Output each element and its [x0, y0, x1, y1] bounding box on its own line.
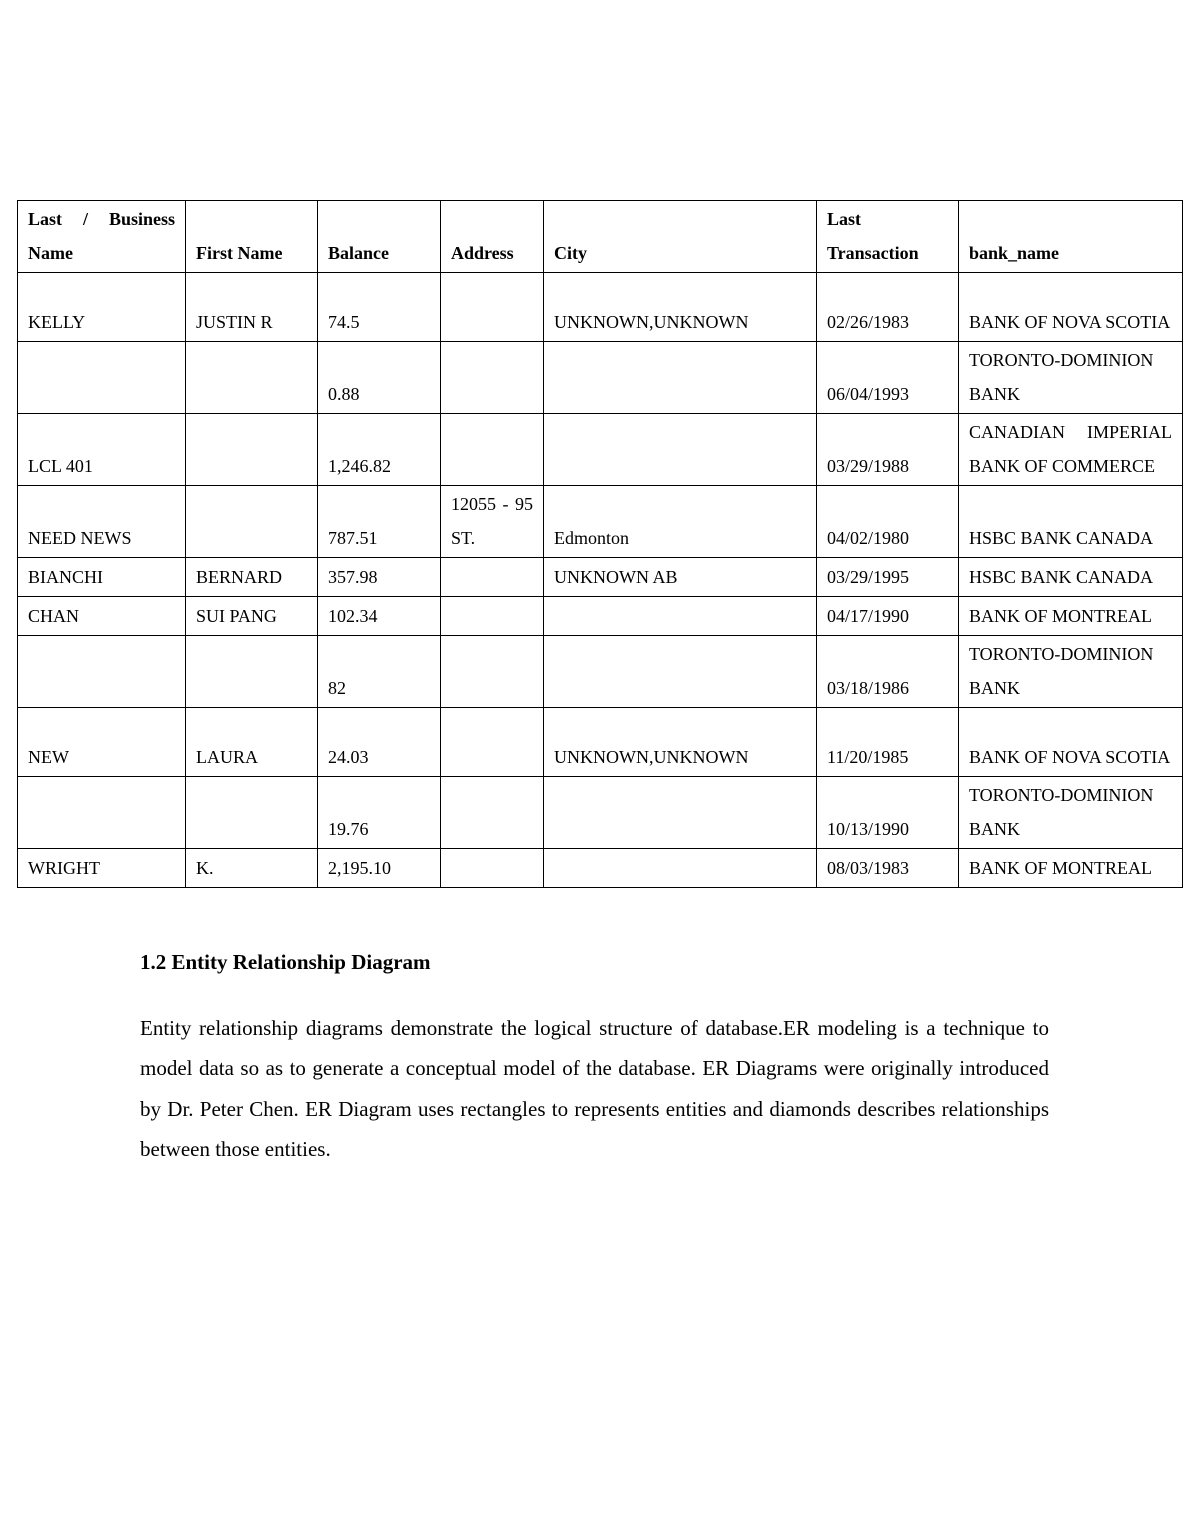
table-cell: TORONTO-DOMINION BANK — [958, 341, 1183, 414]
table-cell: 2,195.10 — [317, 848, 441, 888]
table-cell: WRIGHT — [17, 848, 186, 888]
table-cell: Edmonton — [543, 485, 817, 558]
table-cell — [440, 635, 544, 708]
table-cell: UNKNOWN,UNKNOWN — [543, 272, 817, 342]
table-cell — [440, 848, 544, 888]
table-row: NEW LAURA 24.03 UNKNOWN,UNKNOWN 11/20/1985 BA… — [17, 707, 1183, 777]
table-cell — [440, 557, 544, 597]
table-cell: BANK OF NOVA SCOTIA — [958, 272, 1183, 342]
section-heading: 1.2 Entity Relationship Diagram — [140, 950, 431, 974]
table-cell — [543, 596, 817, 636]
table-cell — [543, 848, 817, 888]
table-cell: 19.76 — [317, 776, 441, 849]
table-cell — [543, 413, 817, 486]
table-cell: TORONTO-DOMINION BANK — [958, 776, 1183, 849]
table-cell: K. — [185, 848, 318, 888]
table-cell: CANADIAN IMPERIAL BANK OF COMMERCE — [958, 413, 1183, 486]
table-row: KELLY JUSTIN R 74.5 UNKNOWN,UNKNOWN 02/26/19… — [17, 272, 1183, 342]
column-header: Last Transaction — [816, 200, 959, 273]
table-row: 0.88 06/04/1993 TORONTO-DOMINION BANK — [17, 341, 1183, 414]
table-row: 19.76 10/13/1990 TORONTO-DOMINION BANK — [17, 776, 1183, 849]
table-cell — [185, 776, 318, 849]
table-cell — [17, 341, 186, 414]
table-cell: SUI PANG — [185, 596, 318, 636]
column-header: bank_name — [958, 200, 1183, 273]
table-cell: CHAN — [17, 596, 186, 636]
table-cell: 1,246.82 — [317, 413, 441, 486]
table-cell: BIANCHI — [17, 557, 186, 597]
table-cell: BANK OF MONTREAL — [958, 848, 1183, 888]
section-paragraph: Entity relationship diagrams demonstrate… — [140, 1016, 1049, 1161]
table-cell: 0.88 — [317, 341, 441, 414]
column-header: Balance — [317, 200, 441, 273]
table-cell — [185, 485, 318, 558]
table-cell: UNKNOWN AB — [543, 557, 817, 597]
table-cell — [185, 635, 318, 708]
column-header: City — [543, 200, 817, 273]
table-cell: 03/29/1988 — [816, 413, 959, 486]
table-row: CHAN SUI PANG 102.34 04/17/1990 BANK OF MONT… — [17, 596, 1183, 636]
table-row: BIANCHI BERNARD 357.98 UNKNOWN AB 03/29/1995… — [17, 557, 1183, 597]
table-cell: 04/02/1980 — [816, 485, 959, 558]
table-cell: KELLY — [17, 272, 186, 342]
column-header: Address — [440, 200, 544, 273]
table-cell — [440, 272, 544, 342]
table-cell: 10/13/1990 — [816, 776, 959, 849]
table-cell — [440, 776, 544, 849]
table-cell: 03/29/1995 — [816, 557, 959, 597]
table-cell: NEED NEWS — [17, 485, 186, 558]
table-cell: 74.5 — [317, 272, 441, 342]
column-header: First Name — [185, 200, 318, 273]
table-cell — [17, 776, 186, 849]
table-cell: BERNARD — [185, 557, 318, 597]
table-cell: NEW — [17, 707, 186, 777]
table-cell: BANK OF NOVA SCOTIA — [958, 707, 1183, 777]
table-cell: 06/04/1993 — [816, 341, 959, 414]
table-cell: TORONTO-DOMINION BANK — [958, 635, 1183, 708]
table-cell: 02/26/1983 — [816, 272, 959, 342]
table-cell: BANK OF MONTREAL — [958, 596, 1183, 636]
table-header-row: Last / Business Name First Name Balance Add… — [17, 200, 1183, 273]
table-cell: 102.34 — [317, 596, 441, 636]
table-cell: 82 — [317, 635, 441, 708]
bank-accounts-table: Last / Business Name First Name Balance Add… — [17, 200, 1183, 888]
table-cell: JUSTIN R — [185, 272, 318, 342]
table-cell: UNKNOWN,UNKNOWN — [543, 707, 817, 777]
table-cell: 11/20/1985 — [816, 707, 959, 777]
table-cell: LCL 401 — [17, 413, 186, 486]
table-cell — [440, 707, 544, 777]
table-cell: HSBC BANK CANADA — [958, 485, 1183, 558]
table-row: WRIGHT K. 2,195.10 08/03/1983 BANK OF MONTRE… — [17, 848, 1183, 888]
column-header: Last / Business Name — [17, 200, 186, 273]
table-cell: LAURA — [185, 707, 318, 777]
table-cell — [543, 776, 817, 849]
table-cell: 12055 - 95 ST. — [440, 485, 544, 558]
table-cell: 03/18/1986 — [816, 635, 959, 708]
table-cell: 08/03/1983 — [816, 848, 959, 888]
table-cell — [543, 635, 817, 708]
table-cell — [440, 413, 544, 486]
table-row: LCL 401 1,246.82 03/29/1988 CANADIAN IMPERI… — [17, 413, 1183, 486]
table-cell — [185, 413, 318, 486]
table-cell: HSBC BANK CANADA — [958, 557, 1183, 597]
table-row: NEED NEWS 787.51 12055 - 95 ST. Edmonton 04/… — [17, 485, 1183, 558]
table-cell: 787.51 — [317, 485, 441, 558]
table-cell: 04/17/1990 — [816, 596, 959, 636]
table-cell — [17, 635, 186, 708]
table-cell — [440, 341, 544, 414]
table-cell — [440, 596, 544, 636]
table-cell: 24.03 — [317, 707, 441, 777]
table-cell — [543, 341, 817, 414]
table-row: 82 03/18/1986 TORONTO-DOMINION BANK — [17, 635, 1183, 708]
table-cell: 357.98 — [317, 557, 441, 597]
table-cell — [185, 341, 318, 414]
